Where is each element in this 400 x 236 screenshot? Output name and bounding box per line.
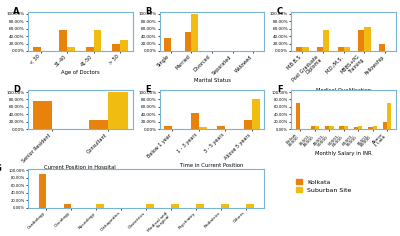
Bar	[368, 127, 372, 129]
Bar	[112, 43, 120, 51]
Bar	[387, 103, 391, 129]
Bar	[358, 30, 364, 51]
Bar	[302, 47, 308, 51]
Bar	[86, 47, 94, 51]
Bar	[94, 30, 102, 51]
Bar	[146, 204, 154, 208]
Bar	[39, 174, 46, 208]
Bar	[185, 32, 191, 51]
Bar	[96, 204, 104, 208]
Bar	[338, 47, 344, 51]
Bar	[244, 120, 252, 129]
Text: B: B	[145, 7, 152, 16]
Legend: Kolkata, Suburban Site: Kolkata, Suburban Site	[294, 177, 353, 194]
Bar	[317, 47, 323, 51]
Bar	[196, 204, 204, 208]
Bar	[372, 126, 377, 129]
Text: C: C	[277, 7, 283, 16]
Bar	[323, 30, 329, 51]
Bar	[246, 204, 254, 208]
Bar	[164, 126, 172, 129]
X-axis label: Monthly Salary in INR: Monthly Salary in INR	[315, 151, 372, 156]
Text: F: F	[277, 85, 282, 94]
Bar	[191, 113, 199, 129]
X-axis label: Current Position in Hospital: Current Position in Hospital	[44, 165, 116, 170]
Bar	[354, 127, 358, 129]
X-axis label: Age of Doctors: Age of Doctors	[61, 70, 100, 75]
Bar	[364, 27, 370, 51]
Bar	[64, 204, 71, 208]
Bar	[67, 47, 75, 51]
Bar	[296, 103, 300, 129]
Bar	[310, 126, 315, 129]
Bar	[383, 122, 387, 129]
Bar	[171, 204, 179, 208]
Bar	[33, 101, 52, 129]
Bar	[33, 47, 41, 51]
Bar	[59, 30, 67, 51]
Bar	[358, 126, 362, 129]
Bar	[329, 126, 334, 129]
Bar	[339, 126, 344, 129]
Bar	[217, 126, 225, 129]
X-axis label: Medical Qualification: Medical Qualification	[316, 88, 371, 93]
Bar	[252, 100, 260, 129]
Bar	[379, 43, 385, 51]
Text: E: E	[145, 85, 151, 94]
Bar	[315, 126, 319, 129]
Bar	[199, 127, 207, 129]
Bar	[89, 120, 108, 129]
Bar	[108, 92, 128, 129]
Bar	[325, 126, 329, 129]
Text: A: A	[13, 7, 20, 16]
Bar	[164, 38, 171, 51]
Bar	[221, 204, 228, 208]
Bar	[120, 40, 128, 51]
Bar	[344, 126, 348, 129]
Text: D: D	[13, 85, 20, 94]
X-axis label: Time in Current Position: Time in Current Position	[180, 163, 244, 168]
X-axis label: Marital Status: Marital Status	[194, 78, 230, 83]
Bar	[344, 47, 350, 51]
Text: G: G	[0, 164, 2, 173]
Bar	[296, 47, 302, 51]
Bar	[191, 14, 198, 51]
